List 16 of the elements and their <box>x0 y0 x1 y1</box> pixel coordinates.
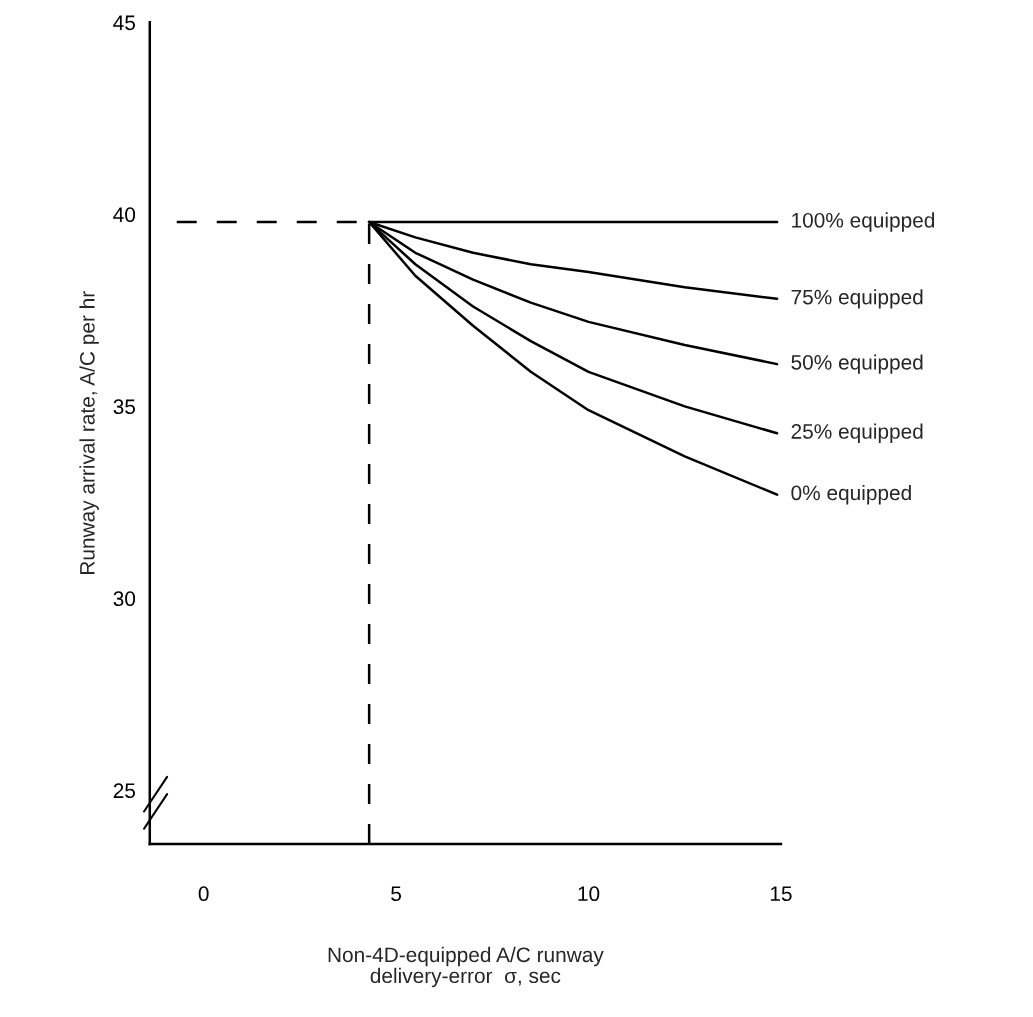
series-label: 100% equipped <box>792 212 935 232</box>
y-tick-label: 35 <box>113 399 136 415</box>
y-tick-label: 30 <box>113 591 136 607</box>
x-tick-label: 15 <box>770 886 792 902</box>
series-label: 75% equipped <box>791 289 923 309</box>
series-label: 25% equipped <box>791 423 923 443</box>
series-label: 50% equipped <box>791 354 923 374</box>
y-tick-label: 45 <box>113 15 136 31</box>
x-tick-label: 10 <box>578 886 600 902</box>
y-tick-label: 40 <box>113 207 136 223</box>
y-axis-title: Runway arrival rate, A/C per hr <box>79 291 99 574</box>
x-axis-title: Non-4D-equipped A/C runway delivery-error σ, sec <box>328 946 604 988</box>
series-label: 0% equipped <box>791 484 911 505</box>
x-tick-label: 0 <box>198 886 209 902</box>
x-tick-label: 5 <box>391 886 402 902</box>
y-tick-label: 25 <box>113 783 136 799</box>
